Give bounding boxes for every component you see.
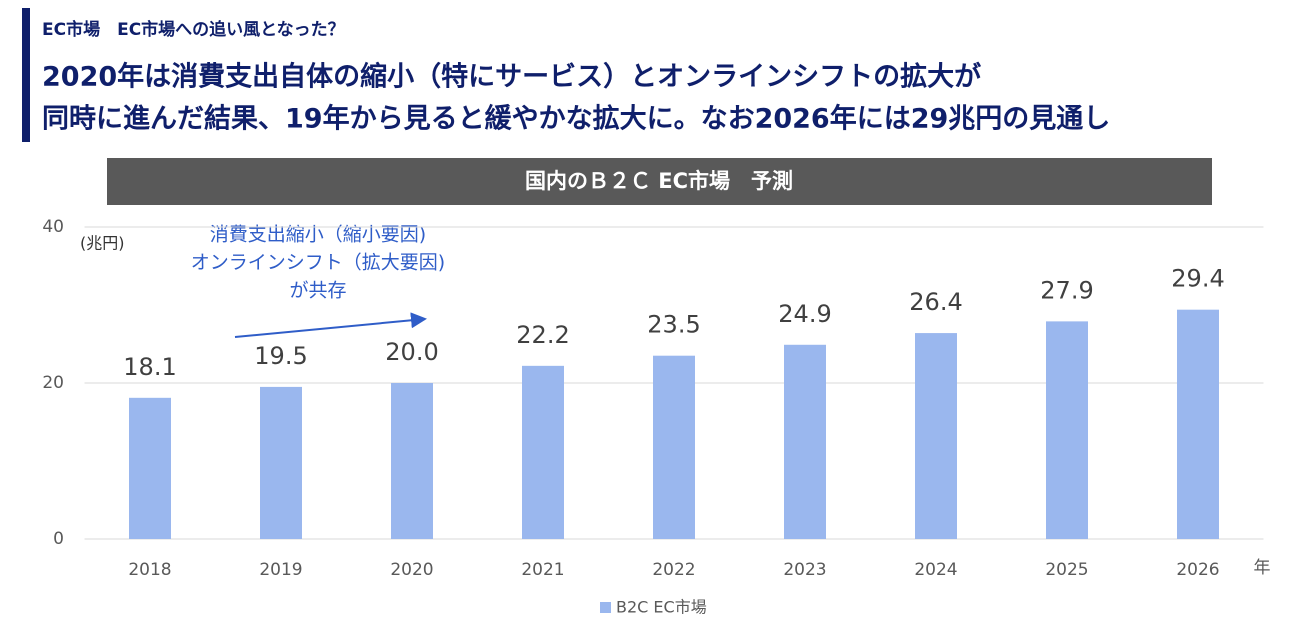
value-label: 22.2 (516, 321, 569, 349)
y-tick-label: 20 (42, 373, 64, 393)
value-label: 20.0 (385, 338, 438, 366)
accent-bar (22, 8, 30, 142)
x-tick-label: 2026 (1176, 560, 1219, 580)
x-tick-label: 2024 (914, 560, 957, 580)
title-line: 同時に進んだ結果、19年から見ると緩やかな拡大に。なお2026年には29兆円の見… (42, 103, 1110, 135)
annotation: オンラインシフト（拡大要因) (191, 252, 445, 274)
bar (915, 333, 957, 539)
value-label: 24.9 (778, 300, 831, 328)
bar (784, 344, 826, 539)
x-tick-label: 2025 (1045, 560, 1088, 580)
title-line: 2020年は消費支出自体の縮小（特にサービス）とオンラインシフトの拡大が (42, 61, 981, 93)
value-label: 19.5 (254, 342, 307, 370)
annotation: が共存 (289, 280, 346, 302)
legend-swatch (600, 602, 611, 613)
value-label: 23.5 (647, 311, 700, 339)
x-tick-label: 2023 (783, 560, 826, 580)
value-label: 29.4 (1171, 265, 1224, 293)
x-tick-label: 2021 (521, 560, 564, 580)
chart-title: 国内のＢ２Ｃ EC市場 予測 (525, 169, 793, 193)
y-unit: (兆円) (80, 234, 125, 253)
y-tick-label: 0 (53, 529, 64, 549)
bar (260, 386, 302, 539)
value-label: 27.9 (1040, 276, 1093, 304)
bar (129, 397, 171, 539)
legend-label: B2C EC市場 (616, 598, 707, 617)
x-tick-label: 2020 (390, 560, 433, 580)
bar (1046, 321, 1088, 539)
x-tick-label: 2019 (259, 560, 302, 580)
chart-banner (107, 158, 1212, 205)
value-label: 26.4 (909, 288, 962, 316)
bar (522, 365, 564, 539)
bar (653, 355, 695, 539)
x-unit: 年 (1254, 558, 1271, 578)
value-label: 18.1 (123, 353, 176, 381)
trend-arrow (234, 312, 427, 338)
x-tick-label: 2018 (128, 560, 171, 580)
section-label: EC市場 EC市場への追い風となった？ (42, 19, 345, 40)
annotation: 消費支出縮小（縮小要因) (210, 224, 426, 246)
x-tick-label: 2022 (652, 560, 695, 580)
bar (391, 383, 433, 539)
y-tick-label: 40 (42, 217, 64, 237)
bar (1177, 309, 1219, 539)
